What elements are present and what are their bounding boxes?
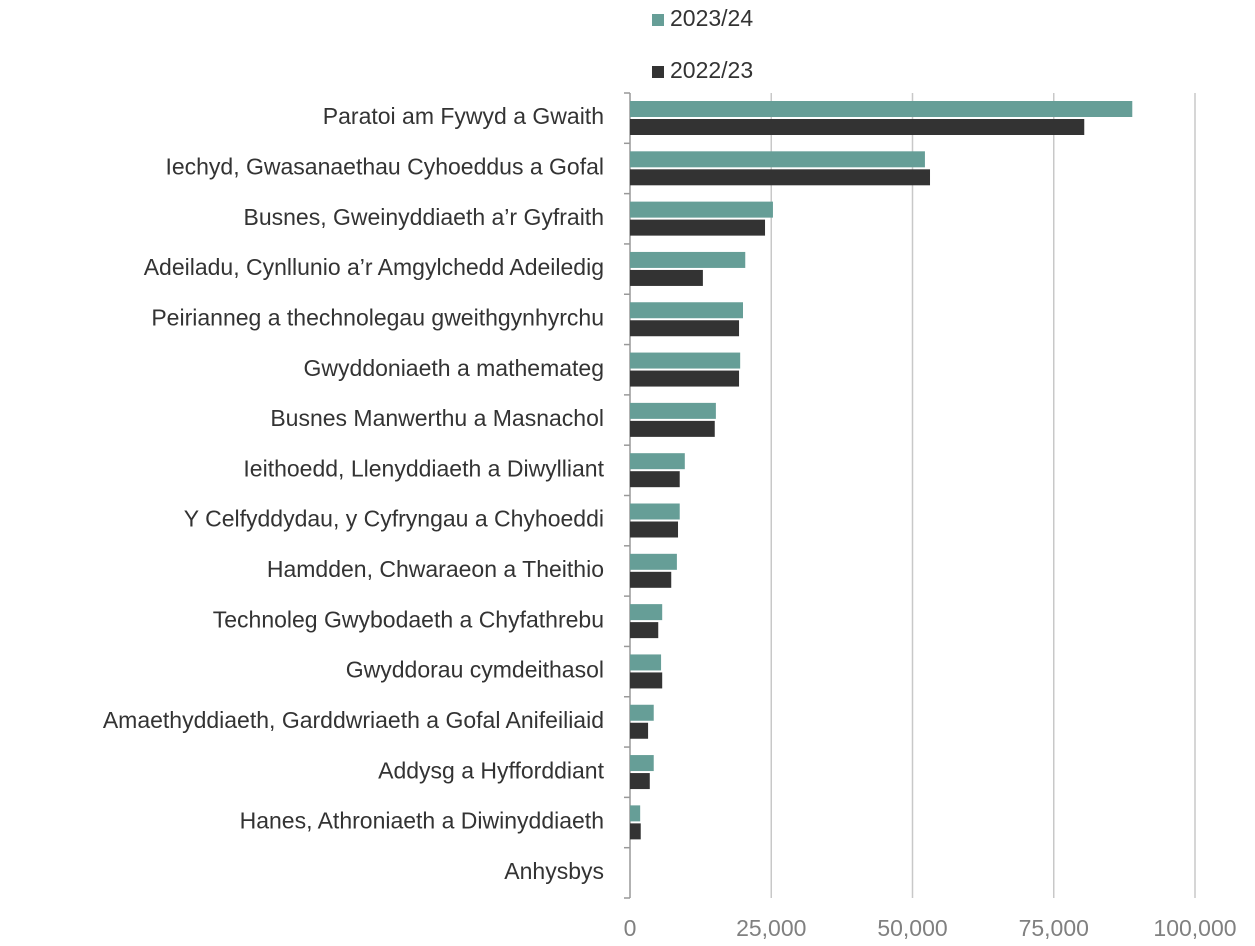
category-label: Busnes Manwerthu a Masnachol [270, 405, 604, 431]
category-label: Iechyd, Gwasanaethau Cyhoeddus a Gofal [165, 154, 604, 180]
bar [630, 672, 663, 689]
bar [630, 622, 659, 639]
category-label: Technoleg Gwybodaeth a Chyfathrebu [213, 606, 604, 632]
category-label: Gwyddorau cymdeithasol [346, 657, 604, 683]
bar [630, 352, 741, 369]
bar [630, 302, 743, 319]
category-label: Paratoi am Fywyd a Gwaith [323, 103, 604, 129]
bar [630, 503, 680, 520]
bar [630, 755, 654, 772]
bar [630, 471, 680, 488]
category-label: Y Celfyddydau, y Cyfryngau a Chyhoeddi [184, 506, 604, 532]
category-label: Amaethyddiaeth, Garddwriaeth a Gofal Ani… [103, 707, 604, 733]
bar [630, 521, 679, 538]
legend-label: 2022/23 [670, 57, 753, 83]
bar [630, 704, 654, 721]
bar [630, 219, 766, 236]
bar [630, 553, 677, 570]
x-tick-label: 75,000 [1019, 915, 1089, 941]
bar [630, 805, 641, 822]
x-tick-label: 0 [624, 915, 637, 941]
category-label: Ieithoedd, Llenyddiaeth a Diwylliant [243, 455, 604, 481]
category-label: Addysg a Hyfforddiant [378, 757, 604, 783]
bar [630, 101, 1133, 117]
bar [630, 320, 740, 337]
legend-label: 2023/24 [670, 5, 753, 31]
x-tick-label: 100,000 [1153, 915, 1236, 941]
category-label: Hanes, Athroniaeth a Diwinyddiaeth [240, 808, 604, 834]
category-label: Peirianneg a thechnolegau gweithgynhyrch… [151, 304, 604, 330]
x-tick-label: 50,000 [877, 915, 947, 941]
category-label: Gwyddoniaeth a mathemateg [304, 355, 604, 381]
bar [630, 151, 925, 168]
category-label: Busnes, Gweinyddiaeth a’r Gyfraith [243, 204, 604, 230]
bar [630, 420, 715, 437]
x-tick-label: 25,000 [736, 915, 806, 941]
bar [630, 269, 703, 286]
category-label: Adeiladu, Cynllunio a’r Amgylchedd Adeil… [144, 254, 604, 280]
bar [630, 251, 746, 268]
bar [630, 402, 716, 419]
bar [630, 823, 641, 840]
legend-swatch [652, 66, 664, 78]
bar [630, 453, 685, 470]
bar [630, 370, 740, 387]
bar [630, 722, 649, 739]
bar [630, 604, 663, 621]
bar [630, 119, 1085, 135]
legend-swatch [652, 14, 664, 26]
bar [630, 654, 662, 671]
category-label: Hamdden, Chwaraeon a Theithio [267, 556, 604, 582]
bar [630, 169, 931, 186]
bar [630, 571, 672, 588]
bar [630, 773, 650, 790]
bar [630, 201, 773, 218]
category-label: Anhysbys [504, 858, 604, 884]
